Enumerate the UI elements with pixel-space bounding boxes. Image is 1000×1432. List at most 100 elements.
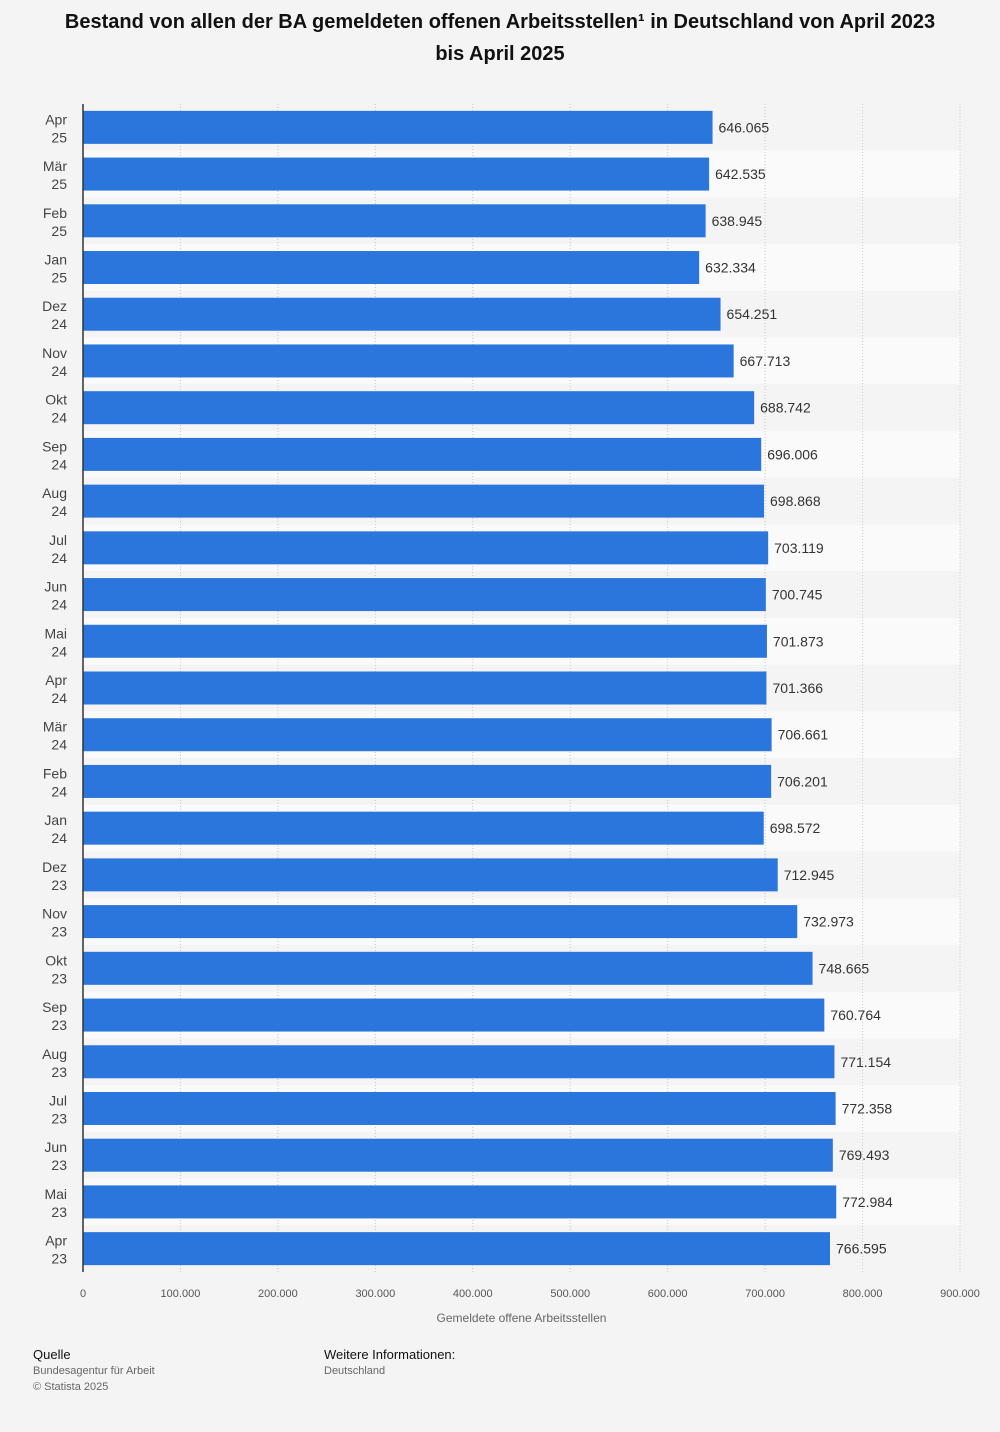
bar: [83, 251, 700, 285]
category-label: Dez: [42, 859, 67, 875]
category-labels: Apr 25 Mär 25 Feb 25 Jan 25 Dez 24 Nov 24 Okt 24 Sep 24…: [42, 111, 67, 1266]
value-label: 706.201: [777, 773, 828, 789]
x-tick-label: 800.000: [843, 1288, 883, 1300]
category-label: Jul: [49, 532, 67, 548]
x-tick-label: 500.000: [550, 1288, 590, 1300]
category-label: 23: [51, 1204, 67, 1220]
category-label: Apr: [45, 1233, 67, 1249]
value-label: 706.661: [778, 727, 829, 743]
value-label: 701.873: [773, 633, 824, 649]
category-label: Mai: [44, 625, 67, 641]
value-label: 638.945: [712, 213, 763, 229]
x-axis-title: Gemeldete offene Arbeitsstellen: [437, 1311, 607, 1325]
x-tick-label: 100.000: [161, 1288, 201, 1300]
value-label: 748.665: [819, 960, 870, 976]
category-label: 23: [51, 1064, 67, 1080]
bar: [83, 157, 710, 191]
bar: [83, 204, 706, 238]
category-label: Jan: [44, 252, 67, 268]
value-label: 667.713: [740, 353, 791, 369]
category-label: 23: [51, 1017, 67, 1033]
x-tick-labels: 0 100.000 200.000 300.000 400.000 500.000 600.…: [80, 1288, 980, 1300]
category-label: 25: [51, 129, 67, 145]
category-label: 23: [51, 924, 67, 940]
source-heading: Quelle: [33, 1347, 71, 1362]
category-label: 24: [51, 597, 67, 613]
value-label: 760.764: [830, 1007, 881, 1023]
value-label: 766.595: [836, 1241, 887, 1257]
category-label: Jan: [44, 812, 67, 828]
category-label: 24: [51, 830, 67, 846]
category-label: 25: [51, 270, 67, 286]
value-label: 698.868: [770, 493, 821, 509]
category-label: Nov: [42, 906, 67, 922]
bar: [83, 905, 798, 939]
value-labels: 646.065 642.535 638.945 632.334 654.251 667.7…: [705, 119, 893, 1256]
bar: [83, 671, 767, 705]
x-tick-label: 400.000: [453, 1288, 493, 1300]
category-label: Mär: [43, 158, 67, 174]
category-label: 25: [51, 223, 67, 239]
category-label: 23: [51, 970, 67, 986]
bar: [83, 531, 769, 565]
bar: [83, 998, 825, 1032]
x-tick-label: 0: [80, 1288, 86, 1300]
bar: [83, 1232, 831, 1266]
bar: [83, 484, 765, 518]
category-label: 23: [51, 1110, 67, 1126]
bar: [83, 624, 767, 658]
category-label: Apr: [45, 672, 67, 688]
bar: [83, 344, 734, 378]
bars: [83, 110, 837, 1266]
bar: [83, 811, 764, 845]
source-name[interactable]: Bundesagentur für Arbeit: [33, 1365, 155, 1377]
value-label: 700.745: [772, 587, 823, 603]
category-label: 25: [51, 176, 67, 192]
bar: [83, 110, 713, 144]
category-label: 23: [51, 877, 67, 893]
category-label: Mai: [44, 1186, 67, 1202]
value-label: 771.154: [840, 1054, 891, 1070]
value-label: 772.358: [842, 1100, 893, 1116]
bar: [83, 1045, 835, 1079]
category-label: 24: [51, 643, 67, 659]
category-label: 23: [51, 1157, 67, 1173]
x-tick-label: 600.000: [648, 1288, 688, 1300]
bar: [83, 578, 766, 612]
value-label: 654.251: [727, 306, 778, 322]
bar: [83, 437, 762, 471]
category-label: Mär: [43, 719, 67, 735]
value-label: 703.119: [774, 540, 824, 556]
bar: [83, 858, 778, 892]
value-label: 688.742: [760, 400, 811, 416]
category-label: 24: [51, 503, 67, 519]
value-label: 772.984: [842, 1194, 893, 1210]
category-label: Okt: [45, 392, 67, 408]
bar: [83, 764, 772, 798]
value-label: 698.572: [770, 820, 821, 836]
bar: [83, 391, 755, 425]
category-label: Feb: [43, 765, 67, 781]
category-label: 24: [51, 316, 67, 332]
x-tick-label: 200.000: [258, 1288, 298, 1300]
chart-title: Bestand von allen der BA gemeldeten offe…: [64, 11, 936, 65]
category-label: Nov: [42, 345, 67, 361]
bar: [83, 297, 721, 331]
bar: [83, 1091, 836, 1125]
bar: [83, 1185, 837, 1219]
x-tick-label: 300.000: [355, 1288, 395, 1300]
value-label: 701.366: [772, 680, 823, 696]
category-label: Okt: [45, 952, 67, 968]
category-label: Feb: [43, 205, 67, 221]
bar: [83, 1138, 833, 1172]
value-label: 769.493: [839, 1147, 890, 1163]
category-label: Dez: [42, 298, 67, 314]
category-label: 24: [51, 456, 67, 472]
value-label: 632.334: [705, 260, 756, 276]
category-label: 24: [51, 690, 67, 706]
category-label: 24: [51, 783, 67, 799]
category-label: Jun: [44, 579, 67, 595]
category-label: Aug: [42, 485, 67, 501]
category-label: Sep: [42, 999, 67, 1015]
category-label: Aug: [42, 1046, 67, 1062]
